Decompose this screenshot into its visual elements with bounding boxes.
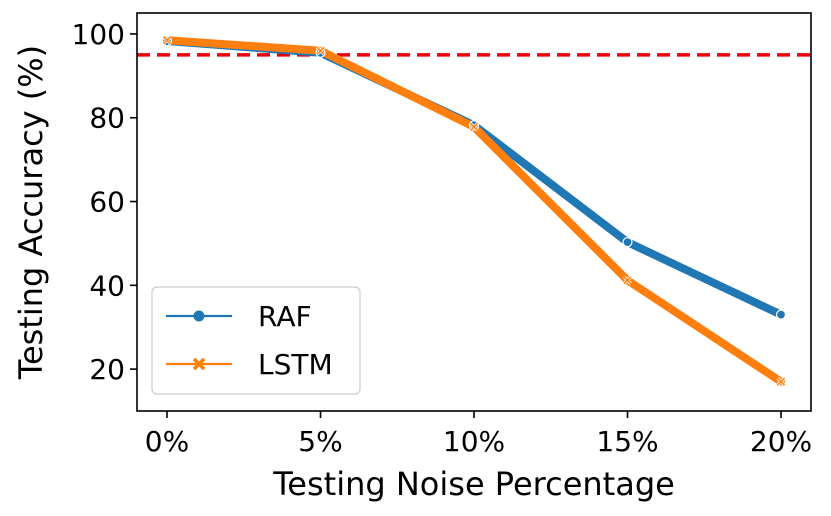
x-tick-label: 0% [145,425,189,458]
y-tick-label: 40 [89,269,125,302]
marker-cross [776,377,786,386]
y-tick-label: 100 [72,18,125,51]
data-point-lstm [469,122,479,132]
x-tick-label: 15% [596,425,658,458]
marker-cross [316,46,325,55]
x-tick-label: 10% [443,425,505,458]
legend-marker-lstm [192,357,206,371]
legend: RAF LSTM [151,286,361,395]
data-point-lstm [162,35,172,45]
series-layer [161,35,787,387]
marker-cross [469,122,479,132]
y-tick-label: 60 [89,186,125,219]
x-tick-label: 5% [298,425,342,458]
x-tick-label: 20% [750,425,812,458]
data-point-lstm [622,275,633,285]
y-axis: 20 40 60 80 100 [72,18,137,386]
x-axis-label: Testing Noise Percentage [272,465,675,503]
marker-cross [623,276,632,285]
legend-marker-raf [193,310,205,322]
y-axis-label: Testing Accuracy (%) [12,45,50,380]
data-point-lstm [315,46,326,56]
y-tick-label: 20 [89,353,125,386]
legend-label-raf: RAF [258,300,312,333]
x-axis: 0% 5% 10% 15% 20% [145,411,812,458]
data-point-lstm [776,377,786,387]
data-point-raf [622,237,633,248]
data-point-raf [775,309,787,320]
legend-label-lstm: LSTM [258,348,333,381]
marker-cross [162,36,172,45]
y-tick-label: 80 [89,102,125,135]
